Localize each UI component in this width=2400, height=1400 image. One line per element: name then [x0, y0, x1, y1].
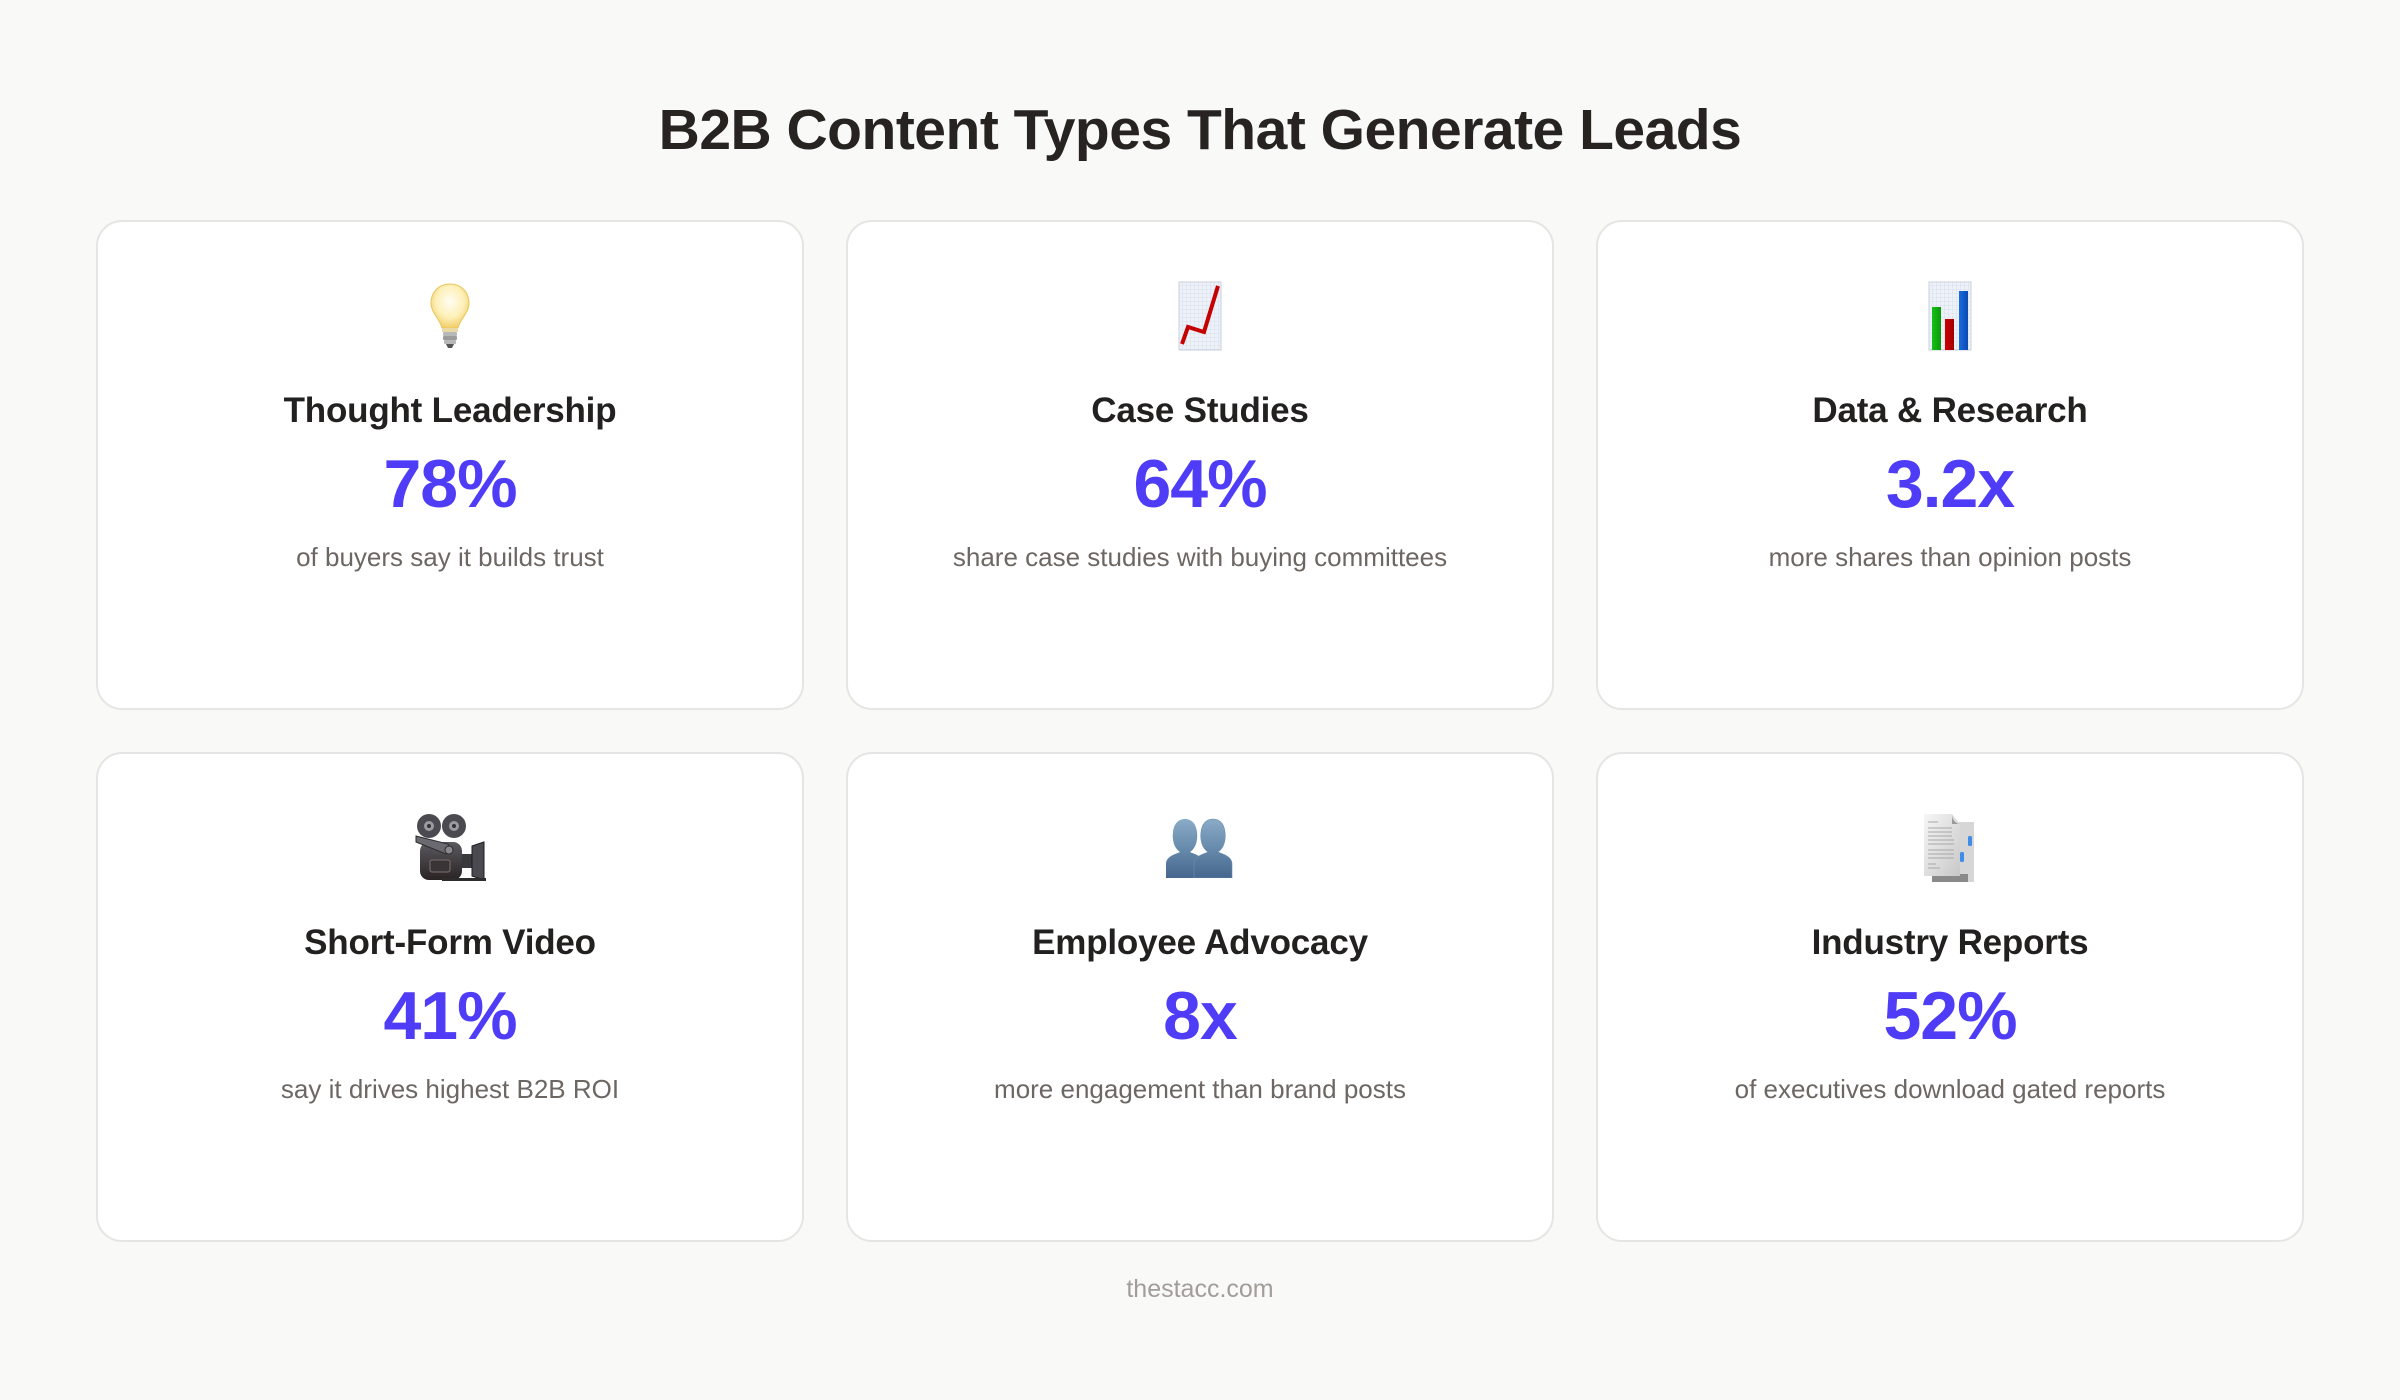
card-thought-leadership: Thought Leadership 78% of buyers say it … — [96, 220, 804, 710]
card-description: more shares than opinion posts — [1768, 542, 2132, 572]
card-industry-reports: Industry Reports 52% of executives downl… — [1596, 752, 2304, 1242]
content-type-grid: Thought Leadership 78% of buyers say it … — [96, 220, 2304, 1242]
card-description: say it drives highest B2B ROI — [280, 1074, 620, 1104]
card-title: Industry Reports — [1811, 923, 2089, 962]
busts-in-silhouette-icon — [1160, 812, 1240, 884]
bar-chart-icon — [1910, 280, 1990, 352]
card-stat: 64% — [1133, 446, 1267, 522]
card-description: share case studies with buying committee… — [952, 542, 1448, 572]
card-title: Data & Research — [1812, 391, 2088, 430]
light-bulb-icon — [410, 280, 490, 352]
card-employee-advocacy: Employee Advocacy 8x more engagement tha… — [846, 752, 1554, 1242]
source-footer: thestacc.com — [1126, 1275, 1274, 1303]
card-description: of buyers say it builds trust — [296, 542, 604, 572]
card-stat: 8x — [1163, 978, 1238, 1054]
document-pages-icon — [1910, 812, 1990, 884]
card-case-studies: Case Studies 64% share case studies with… — [846, 220, 1554, 710]
card-data-research: Data & Research 3.2x more shares than op… — [1596, 220, 2304, 710]
card-short-form-video: Short-Form Video 41% say it drives highe… — [96, 752, 804, 1242]
chart-increasing-icon — [1160, 280, 1240, 352]
movie-camera-icon — [410, 812, 490, 884]
card-description: of executives download gated reports — [1734, 1074, 2166, 1104]
card-title: Short-Form Video — [304, 923, 596, 962]
page-title: B2B Content Types That Generate Leads — [658, 98, 1742, 162]
card-description: more engagement than brand posts — [994, 1074, 1406, 1104]
card-title: Employee Advocacy — [1032, 923, 1368, 962]
card-stat: 52% — [1883, 978, 2017, 1054]
card-stat: 41% — [383, 978, 517, 1054]
card-title: Case Studies — [1091, 391, 1309, 430]
card-stat: 3.2x — [1885, 446, 2015, 522]
card-title: Thought Leadership — [283, 391, 617, 430]
card-stat: 78% — [383, 446, 517, 522]
